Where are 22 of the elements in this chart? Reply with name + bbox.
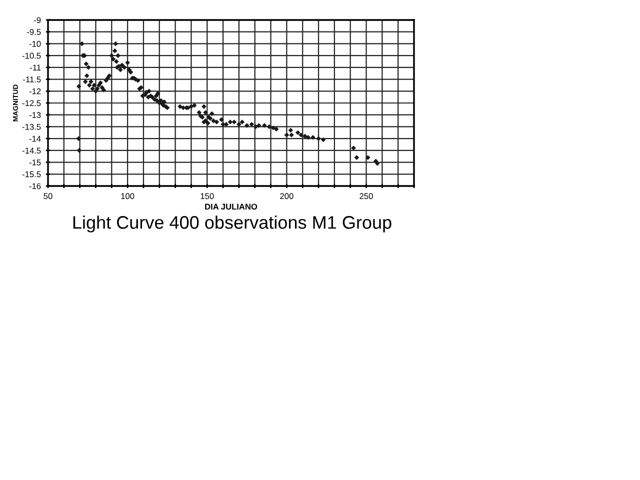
x-tick-label: 250 bbox=[360, 193, 373, 200]
text: Light Curve 400 observations M1 Group bbox=[73, 216, 392, 232]
y-tick-label: -15 bbox=[29, 160, 41, 166]
y-tick-label: -14.5 bbox=[22, 148, 41, 154]
y-tick-label: -13 bbox=[29, 112, 41, 118]
x-tick-label: 200 bbox=[280, 193, 294, 200]
x-tick-label: 150 bbox=[200, 193, 214, 200]
y-tick-label: -14 bbox=[29, 136, 41, 142]
y-tick-label: -11 bbox=[30, 64, 41, 70]
y-tick-label: -12 bbox=[29, 88, 41, 94]
y-tick-label: -9.5 bbox=[27, 29, 41, 35]
x-tick-label: 100 bbox=[121, 193, 134, 200]
y-tick-label: -10 bbox=[29, 40, 41, 47]
x-tick-label: 50 bbox=[44, 193, 52, 200]
y-tick-label: -12.5 bbox=[22, 100, 41, 106]
y-tick-label: -13.5 bbox=[22, 124, 41, 130]
y-tick-label: -15.5 bbox=[22, 171, 41, 178]
y-tick-label: -9 bbox=[34, 17, 41, 24]
y-tick-label: -11.5 bbox=[23, 76, 41, 82]
y-tick-label: -10.5 bbox=[22, 52, 41, 59]
y-tick-label: -16 bbox=[29, 183, 41, 190]
x-axis-title: DIA JULIANO bbox=[205, 204, 258, 210]
